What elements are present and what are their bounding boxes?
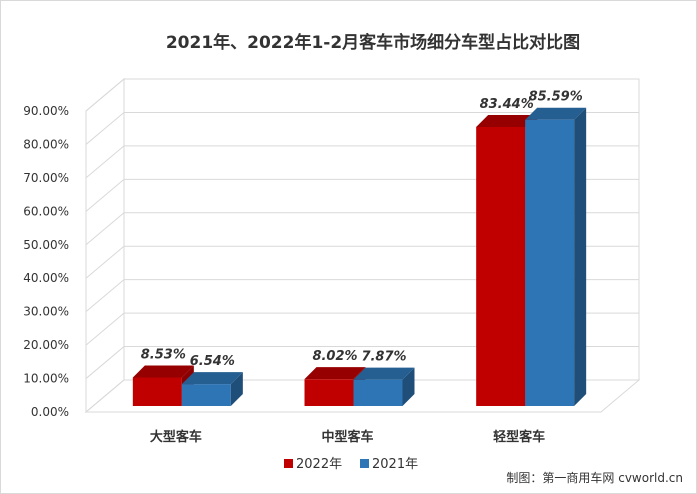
data-label: 8.02% [312,349,357,364]
gridline [85,145,639,179]
bar [181,384,231,406]
bar-top [304,367,366,380]
y-tick-label: 70.00% [23,171,69,185]
y-tick-label: 90.00% [23,104,69,118]
bar-top [476,114,538,127]
gridline [85,78,639,112]
gridline [85,245,639,279]
data-label: 6.54% [190,354,235,369]
y-tick-label: 50.00% [23,238,69,252]
y-tick-label: 80.00% [23,137,69,151]
bar-side [230,372,243,406]
chart-title: 2021年、2022年1-2月客车市场细分车型占比对比图 [166,32,580,53]
bar [525,119,575,407]
category-label: 轻型客车 [493,429,545,445]
bar-top [132,365,194,378]
bar-top [525,107,587,120]
y-tick-label: 30.00% [23,305,69,319]
bar-side [574,107,587,407]
gridline [85,379,639,413]
gridlines [85,78,639,413]
gridline [85,212,639,246]
chart-credit: 制图：第一商用车网 cvworld.cn [506,470,683,485]
y-tick-label: 10.00% [23,372,69,386]
y-tick-label: 0.00% [31,405,69,419]
bar-top [353,367,415,380]
bars [132,107,587,407]
category-label: 大型客车 [150,429,202,445]
gridline [85,111,639,145]
bar [132,377,182,406]
gridline [85,279,639,313]
y-axis-ticks: 0.00% 10.00% 20.00% 30.00% 40.00% 50.00% 60.00… [23,104,69,419]
legend-label: 2022年 [296,457,342,472]
data-labels: 8.53% 6.54% 8.02% 7.87% 83.44%85.59% [141,90,583,369]
legend-label: 2021年 [372,457,418,472]
bar [353,379,403,406]
y-tick-label: 40.00% [23,271,69,285]
bar-side [402,367,415,406]
gridline [85,346,639,379]
category-labels: 大型客车 中型客车 轻型客车 [150,429,545,445]
category-label: 中型客车 [321,429,373,445]
y-tick-label: 20.00% [23,338,69,352]
legend-swatch [360,459,369,468]
data-label: 83.44% [480,97,534,112]
legend: 2022年 2021年 [284,457,418,472]
data-label: 8.53% [141,347,186,362]
gridline [85,312,639,346]
legend-swatch [284,459,293,468]
bar-top [181,372,243,385]
gridline [85,178,639,212]
bar [476,126,526,407]
y-tick-label: 60.00% [23,204,69,218]
bar [304,379,354,406]
data-label: 85.59% [529,90,583,105]
data-label: 7.87% [361,350,406,365]
